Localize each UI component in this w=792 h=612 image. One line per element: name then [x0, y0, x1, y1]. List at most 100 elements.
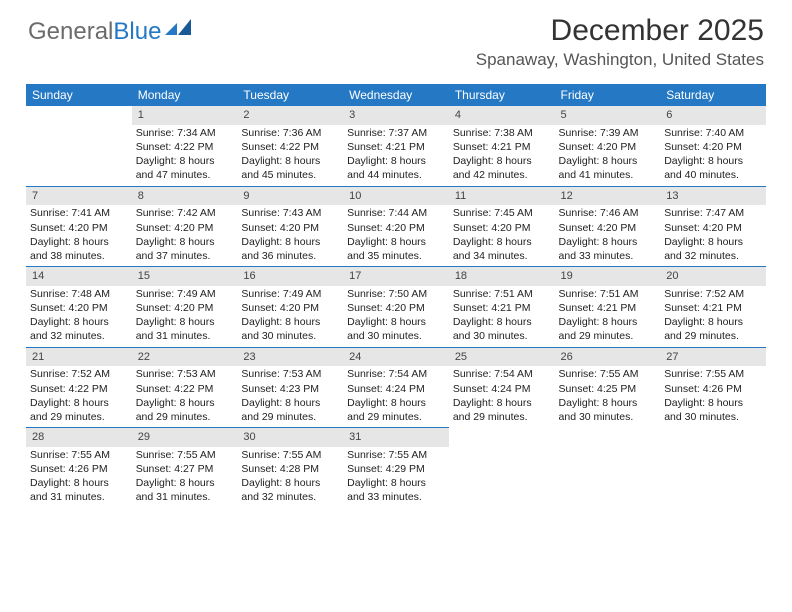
calendar-day-cell — [555, 428, 661, 508]
daylight-line: Daylight: 8 hours and 47 minutes. — [136, 154, 234, 182]
daylight-line: Daylight: 8 hours and 37 minutes. — [136, 235, 234, 263]
day-number: 20 — [660, 267, 766, 286]
calendar-day-cell: 30Sunrise: 7:55 AMSunset: 4:28 PMDayligh… — [237, 428, 343, 508]
day-number: 26 — [555, 348, 661, 367]
sunrise-line: Sunrise: 7:47 AM — [664, 206, 762, 220]
day-info: Sunrise: 7:55 AMSunset: 4:26 PMDaylight:… — [26, 447, 132, 508]
page-title: December 2025 — [476, 14, 764, 48]
day-info: Sunrise: 7:54 AMSunset: 4:24 PMDaylight:… — [449, 366, 555, 427]
location: Spanaway, Washington, United States — [476, 50, 764, 70]
day-info: Sunrise: 7:37 AMSunset: 4:21 PMDaylight:… — [343, 125, 449, 186]
day-info: Sunrise: 7:43 AMSunset: 4:20 PMDaylight:… — [237, 205, 343, 266]
sunset-line: Sunset: 4:20 PM — [241, 221, 339, 235]
daylight-line: Daylight: 8 hours and 32 minutes. — [664, 235, 762, 263]
day-number: 16 — [237, 267, 343, 286]
day-number: 23 — [237, 348, 343, 367]
day-number: 19 — [555, 267, 661, 286]
day-info: Sunrise: 7:39 AMSunset: 4:20 PMDaylight:… — [555, 125, 661, 186]
sunset-line: Sunset: 4:26 PM — [664, 382, 762, 396]
sunset-line: Sunset: 4:25 PM — [559, 382, 657, 396]
day-number: 27 — [660, 348, 766, 367]
sunrise-line: Sunrise: 7:40 AM — [664, 126, 762, 140]
calendar-day-cell: 29Sunrise: 7:55 AMSunset: 4:27 PMDayligh… — [132, 428, 238, 508]
sunset-line: Sunset: 4:23 PM — [241, 382, 339, 396]
day-number: 5 — [555, 106, 661, 125]
calendar-week-row: 7Sunrise: 7:41 AMSunset: 4:20 PMDaylight… — [26, 186, 766, 267]
day-info: Sunrise: 7:54 AMSunset: 4:24 PMDaylight:… — [343, 366, 449, 427]
sunset-line: Sunset: 4:20 PM — [559, 140, 657, 154]
calendar-day-cell: 21Sunrise: 7:52 AMSunset: 4:22 PMDayligh… — [26, 347, 132, 428]
day-info: Sunrise: 7:53 AMSunset: 4:22 PMDaylight:… — [132, 366, 238, 427]
sunset-line: Sunset: 4:27 PM — [136, 462, 234, 476]
daylight-line: Daylight: 8 hours and 29 minutes. — [664, 315, 762, 343]
day-info: Sunrise: 7:55 AMSunset: 4:28 PMDaylight:… — [237, 447, 343, 508]
daylight-line: Daylight: 8 hours and 29 minutes. — [453, 396, 551, 424]
day-number: 6 — [660, 106, 766, 125]
sunrise-line: Sunrise: 7:48 AM — [30, 287, 128, 301]
sunrise-line: Sunrise: 7:54 AM — [347, 367, 445, 381]
sunset-line: Sunset: 4:21 PM — [453, 301, 551, 315]
day-number: 18 — [449, 267, 555, 286]
daylight-line: Daylight: 8 hours and 29 minutes. — [136, 396, 234, 424]
daylight-line: Daylight: 8 hours and 31 minutes. — [136, 476, 234, 504]
daylight-line: Daylight: 8 hours and 42 minutes. — [453, 154, 551, 182]
calendar-day-cell: 6Sunrise: 7:40 AMSunset: 4:20 PMDaylight… — [660, 106, 766, 186]
daylight-line: Daylight: 8 hours and 29 minutes. — [559, 315, 657, 343]
day-number: 9 — [237, 187, 343, 206]
sunrise-line: Sunrise: 7:43 AM — [241, 206, 339, 220]
calendar-day-cell: 28Sunrise: 7:55 AMSunset: 4:26 PMDayligh… — [26, 428, 132, 508]
day-info: Sunrise: 7:38 AMSunset: 4:21 PMDaylight:… — [449, 125, 555, 186]
daylight-line: Daylight: 8 hours and 45 minutes. — [241, 154, 339, 182]
sunrise-line: Sunrise: 7:52 AM — [664, 287, 762, 301]
sunrise-line: Sunrise: 7:44 AM — [347, 206, 445, 220]
calendar-day-cell: 19Sunrise: 7:51 AMSunset: 4:21 PMDayligh… — [555, 267, 661, 348]
sunset-line: Sunset: 4:28 PM — [241, 462, 339, 476]
sunrise-line: Sunrise: 7:53 AM — [241, 367, 339, 381]
calendar-day-cell: 14Sunrise: 7:48 AMSunset: 4:20 PMDayligh… — [26, 267, 132, 348]
calendar-day-cell: 26Sunrise: 7:55 AMSunset: 4:25 PMDayligh… — [555, 347, 661, 428]
day-header: Wednesday — [343, 84, 449, 106]
calendar-day-cell: 16Sunrise: 7:49 AMSunset: 4:20 PMDayligh… — [237, 267, 343, 348]
day-info: Sunrise: 7:41 AMSunset: 4:20 PMDaylight:… — [26, 205, 132, 266]
day-number: 14 — [26, 267, 132, 286]
sunset-line: Sunset: 4:20 PM — [241, 301, 339, 315]
sunrise-line: Sunrise: 7:54 AM — [453, 367, 551, 381]
daylight-line: Daylight: 8 hours and 38 minutes. — [30, 235, 128, 263]
day-info: Sunrise: 7:46 AMSunset: 4:20 PMDaylight:… — [555, 205, 661, 266]
day-info: Sunrise: 7:55 AMSunset: 4:25 PMDaylight:… — [555, 366, 661, 427]
day-info: Sunrise: 7:52 AMSunset: 4:21 PMDaylight:… — [660, 286, 766, 347]
calendar-day-cell — [26, 106, 132, 186]
day-header: Friday — [555, 84, 661, 106]
calendar-day-cell: 13Sunrise: 7:47 AMSunset: 4:20 PMDayligh… — [660, 186, 766, 267]
daylight-line: Daylight: 8 hours and 29 minutes. — [30, 396, 128, 424]
calendar-day-cell: 18Sunrise: 7:51 AMSunset: 4:21 PMDayligh… — [449, 267, 555, 348]
daylight-line: Daylight: 8 hours and 30 minutes. — [347, 315, 445, 343]
daylight-line: Daylight: 8 hours and 34 minutes. — [453, 235, 551, 263]
sunset-line: Sunset: 4:24 PM — [347, 382, 445, 396]
sunrise-line: Sunrise: 7:38 AM — [453, 126, 551, 140]
day-info: Sunrise: 7:49 AMSunset: 4:20 PMDaylight:… — [237, 286, 343, 347]
sunrise-line: Sunrise: 7:49 AM — [136, 287, 234, 301]
logo: GeneralBlue — [28, 18, 191, 46]
calendar-day-cell: 20Sunrise: 7:52 AMSunset: 4:21 PMDayligh… — [660, 267, 766, 348]
calendar-day-cell: 2Sunrise: 7:36 AMSunset: 4:22 PMDaylight… — [237, 106, 343, 186]
sunset-line: Sunset: 4:24 PM — [453, 382, 551, 396]
sunrise-line: Sunrise: 7:52 AM — [30, 367, 128, 381]
calendar-day-cell: 1Sunrise: 7:34 AMSunset: 4:22 PMDaylight… — [132, 106, 238, 186]
calendar-day-cell: 24Sunrise: 7:54 AMSunset: 4:24 PMDayligh… — [343, 347, 449, 428]
daylight-line: Daylight: 8 hours and 31 minutes. — [30, 476, 128, 504]
sunrise-line: Sunrise: 7:55 AM — [241, 448, 339, 462]
calendar-day-cell: 8Sunrise: 7:42 AMSunset: 4:20 PMDaylight… — [132, 186, 238, 267]
calendar-day-cell: 4Sunrise: 7:38 AMSunset: 4:21 PMDaylight… — [449, 106, 555, 186]
calendar-week-row: 14Sunrise: 7:48 AMSunset: 4:20 PMDayligh… — [26, 267, 766, 348]
daylight-line: Daylight: 8 hours and 40 minutes. — [664, 154, 762, 182]
sunset-line: Sunset: 4:20 PM — [347, 301, 445, 315]
sunset-line: Sunset: 4:20 PM — [136, 221, 234, 235]
day-info: Sunrise: 7:55 AMSunset: 4:26 PMDaylight:… — [660, 366, 766, 427]
daylight-line: Daylight: 8 hours and 30 minutes. — [559, 396, 657, 424]
calendar-day-cell: 31Sunrise: 7:55 AMSunset: 4:29 PMDayligh… — [343, 428, 449, 508]
day-header-row: SundayMondayTuesdayWednesdayThursdayFrid… — [26, 84, 766, 106]
sunrise-line: Sunrise: 7:42 AM — [136, 206, 234, 220]
logo-text-1: General — [28, 18, 113, 46]
sunrise-line: Sunrise: 7:55 AM — [559, 367, 657, 381]
